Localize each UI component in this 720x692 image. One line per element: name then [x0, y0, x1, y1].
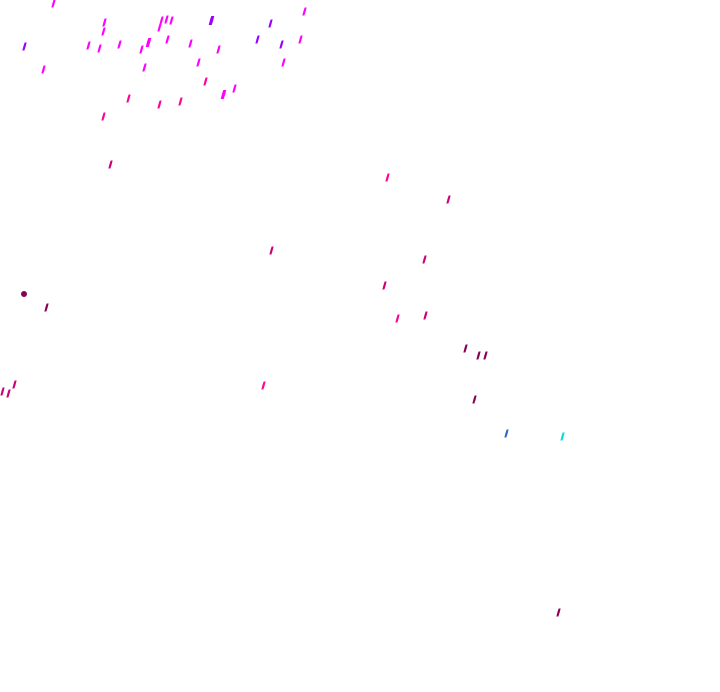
- stroke-mark: [159, 16, 164, 25]
- stroke-mark: [279, 40, 284, 49]
- stroke-mark: [101, 112, 106, 121]
- stroke-mark: [385, 173, 390, 182]
- stroke-mark: [145, 38, 152, 47]
- stroke-mark: [382, 281, 387, 290]
- stroke-mark: [483, 351, 488, 360]
- stroke-mark: [157, 23, 162, 32]
- stroke-mark: [41, 65, 46, 74]
- stroke-mark: [196, 58, 201, 67]
- stroke-mark: [446, 195, 451, 204]
- stroke-mark: [463, 344, 468, 353]
- stroke-mark: [139, 45, 144, 54]
- stroke-mark: [102, 18, 107, 27]
- stroke-mark: [281, 58, 286, 67]
- stroke-mark: [472, 395, 477, 404]
- stroke-mark: [188, 39, 193, 48]
- stroke-mark: [255, 35, 260, 44]
- stroke-mark: [395, 314, 400, 323]
- stroke-mark: [232, 84, 237, 93]
- stroke-mark: [0, 387, 5, 396]
- stroke-mark: [86, 41, 91, 50]
- stroke-mark: [101, 27, 106, 36]
- stroke-mark: [164, 15, 169, 24]
- stroke-mark: [169, 16, 174, 25]
- stroke-mark: [476, 351, 481, 360]
- stroke-mark: [556, 608, 561, 617]
- stroke-mark: [298, 35, 303, 44]
- stroke-mark: [208, 16, 215, 25]
- stroke-mark: [220, 90, 227, 99]
- stroke-mark: [269, 246, 274, 255]
- stroke-mark: [302, 7, 307, 16]
- stroke-mark: [157, 100, 162, 109]
- stroke-mark: [261, 381, 266, 390]
- stroke-mark: [108, 160, 113, 169]
- stroke-mark: [44, 303, 49, 312]
- stroke-mark: [97, 44, 102, 53]
- stroke-mark: [6, 389, 11, 398]
- stroke-mark: [423, 311, 428, 320]
- stroke-mark: [142, 63, 147, 72]
- stroke-mark: [22, 42, 27, 51]
- dot-mark: [21, 291, 27, 297]
- stroke-mark: [12, 380, 17, 389]
- stroke-mark: [126, 94, 131, 103]
- stroke-mark: [268, 19, 273, 28]
- stroke-mark: [216, 45, 221, 54]
- stroke-mark: [117, 40, 122, 49]
- stroke-mark: [422, 255, 427, 264]
- stroke-mark: [51, 0, 56, 8]
- stroke-mark: [560, 432, 565, 441]
- stroke-mark: [203, 77, 208, 86]
- stroke-mark: [165, 35, 170, 44]
- stroke-mark: [504, 429, 509, 438]
- stroke-mark: [178, 97, 183, 106]
